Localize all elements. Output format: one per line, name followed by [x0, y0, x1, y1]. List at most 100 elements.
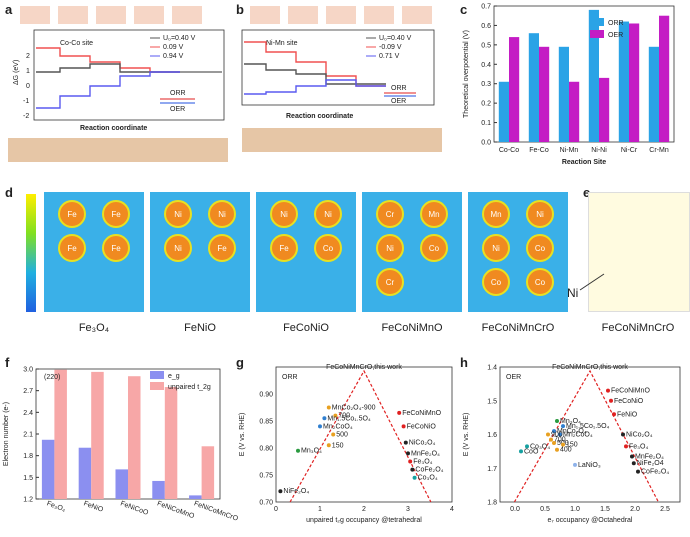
- y-axis-label: E (V vs. RHE): [463, 413, 470, 457]
- c-bar-ORR-0: [498, 81, 509, 142]
- y-tick-label: 0.90: [259, 392, 273, 399]
- atom-site: Mn: [420, 200, 448, 228]
- data-point: [408, 459, 413, 464]
- data-point-label: Mn₂CoO₄: [563, 432, 593, 439]
- caption-d-2: FeCoNiO: [283, 322, 329, 334]
- y-tick-label: 0.70: [259, 500, 273, 507]
- svg-text:0.71 V: 0.71 V: [379, 53, 400, 60]
- data-point-label: MnFe₂O₄: [411, 450, 440, 457]
- svg-text:OER: OER: [391, 98, 406, 105]
- x-axis-label: e₇ occupancy @Octahedral: [547, 517, 632, 524]
- atom-site: Co: [526, 268, 554, 296]
- site-title: Ni-Mn site: [266, 40, 298, 47]
- data-point: [525, 444, 529, 449]
- caption-d-3: FeCoNiMnO: [381, 322, 443, 334]
- c-bar-OER-4: [629, 23, 640, 142]
- svg-text:2: 2: [26, 53, 30, 60]
- atom-site: Fe: [58, 200, 86, 228]
- data-point-label: FeCoNiMnO: [402, 410, 441, 417]
- x-tick-label: 1.0: [570, 506, 580, 513]
- data-point: [326, 405, 331, 410]
- svg-text:U₀=0.40 V: U₀=0.40 V: [379, 35, 412, 42]
- x-axis-label: Reaction Site: [562, 159, 606, 166]
- x-tick-label: 0.5: [540, 506, 550, 513]
- caption-e: FeCoNiMnCrO: [601, 322, 675, 334]
- panel-letter-d: d: [5, 185, 13, 200]
- data-point-label: CoO: [524, 448, 539, 455]
- atom-site: Fe: [102, 200, 130, 228]
- caption-d-0: Fe₃O₄: [78, 322, 110, 334]
- atom-site: Ni: [208, 200, 236, 228]
- data-point-label: CoFe₂O₄: [641, 469, 669, 476]
- x-tick-label: 2: [362, 506, 366, 513]
- plot-frame: [493, 5, 675, 143]
- data-point: [549, 437, 553, 442]
- atom-site: Ni: [376, 234, 404, 262]
- svg-text:OER: OER: [170, 106, 185, 113]
- volcano-lines: [513, 369, 659, 503]
- x-tick-label: Fe-Co: [529, 147, 549, 154]
- x-tick-label: 2.5: [660, 506, 670, 513]
- c-bar-ORR-4: [618, 21, 629, 143]
- data-point-label: Mn₃O₄: [301, 448, 322, 455]
- data-point: [397, 410, 402, 415]
- atom-site: Ni: [314, 200, 342, 228]
- y-tick-label: 2.4: [23, 410, 33, 417]
- atom-site: Fe: [102, 234, 130, 262]
- y-tick-label: 1.5: [23, 475, 33, 482]
- apex-label: FeCoNiMnCrO,this work: [552, 364, 628, 371]
- x-tick-label: FeNiCoMnO: [156, 500, 195, 520]
- atom-site: Ni: [164, 234, 192, 262]
- c-bar-OER-3: [599, 77, 610, 142]
- c-bar-ORR-2: [558, 46, 569, 142]
- data-point: [621, 432, 625, 437]
- f-bar-e_g-4: [189, 495, 202, 499]
- data-point: [331, 432, 336, 437]
- legend-b: U₀=0.40 V -0.09 V 0.71 V ORR OER: [366, 35, 416, 105]
- data-point-label: NiFe₂O₄: [283, 488, 309, 495]
- atom-site: Ni: [270, 200, 298, 228]
- atom-site: Cr: [376, 200, 404, 228]
- data-point: [631, 461, 636, 466]
- line-0.40V: [36, 63, 180, 73]
- svg-text:ORR: ORR: [391, 85, 407, 92]
- f-bar-e_g-1: [78, 447, 92, 499]
- atom-site: Co: [420, 234, 448, 262]
- data-point: [278, 489, 283, 494]
- svg-text:1: 1: [26, 68, 30, 75]
- atom-site: Co: [482, 268, 510, 296]
- f-bar-unpaired t_2g-2: [128, 376, 141, 499]
- chart-f-electron-number: 1.2 1.5 1.8 2.1 2.4 2.7 3.0 Fe₃O₄ FeNiO FeNiCoO Fe…: [3, 367, 239, 523]
- data-point: [406, 451, 410, 456]
- data-point: [606, 388, 610, 393]
- panel-letter-f: f: [5, 355, 10, 370]
- legend-swatch-OER: [590, 30, 604, 38]
- data-point: [403, 440, 408, 445]
- data-point: [546, 432, 550, 437]
- apex-label: FeCoNiMnCrO,this work: [326, 364, 402, 371]
- data-point: [318, 424, 322, 429]
- line-0.94V: [36, 71, 180, 109]
- surface-slab: [8, 138, 228, 162]
- panel-a-figure: Co-Co site ΔG (eV) 2 1 0 -1 -2 U₀=0.40 V 0.0…: [8, 6, 228, 162]
- volcano-lines: [289, 369, 432, 503]
- atom-site: Mn: [482, 200, 510, 228]
- data-point: [322, 416, 327, 421]
- legend-label-e_g: e_g: [168, 373, 180, 380]
- plot-frame: [275, 366, 453, 503]
- data-point: [612, 412, 616, 417]
- y-tick-label: 0.6: [481, 23, 491, 30]
- x-axis-label: Reaction coordinate: [80, 125, 147, 132]
- x-tick-label: Fe₃O₄: [46, 500, 67, 513]
- data-point: [636, 469, 640, 474]
- chart-g-orr-volcano: 0 1 2 3 4 0.70 0.75 0.80 0.85 0.90 unpaired t₂g oc…: [239, 364, 454, 524]
- c-bar-OER-1: [539, 46, 550, 142]
- svg-text:-0.09 V: -0.09 V: [379, 44, 402, 51]
- y-tick-label: 2.1: [23, 432, 33, 439]
- y-tick-label: 0.3: [481, 81, 491, 88]
- legend-label-ORR: ORR: [608, 20, 624, 27]
- y-tick-label: 0.0: [481, 140, 491, 147]
- y-axis-label: Theoretical overpotential (V): [463, 30, 470, 118]
- svg-text:0.94 V: 0.94 V: [163, 53, 184, 60]
- atom-site: Fe: [270, 234, 298, 262]
